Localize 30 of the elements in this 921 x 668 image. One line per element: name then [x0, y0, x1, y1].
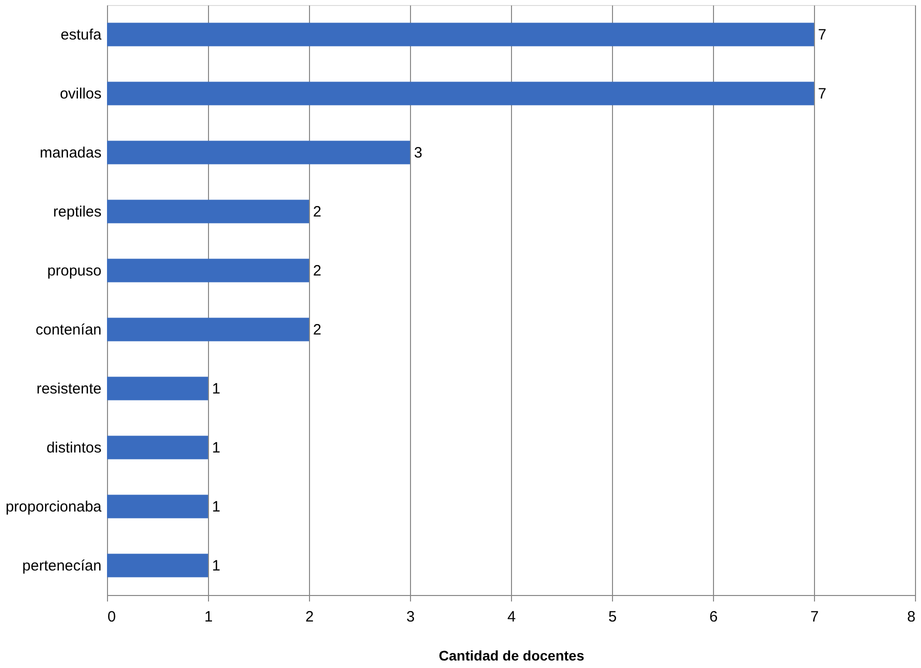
- y-tick-label: contenían: [36, 322, 102, 338]
- x-tick-label: 1: [204, 608, 213, 626]
- y-tick-label: pertenecían: [22, 558, 102, 574]
- data-label: 3: [414, 144, 422, 162]
- x-tick-label: 0: [108, 608, 116, 626]
- data-label: 1: [212, 498, 220, 516]
- y-tick-label: resistente: [36, 380, 102, 398]
- y-tick-label: manadas: [40, 144, 102, 162]
- data-label: 7: [818, 26, 826, 44]
- x-tick-label: 4: [507, 608, 516, 626]
- data-label: 1: [212, 440, 220, 456]
- x-tick-label: 6: [709, 608, 718, 626]
- data-label: 2: [313, 262, 322, 280]
- y-tick-label: estufa: [60, 26, 102, 44]
- x-tick-label: 5: [608, 608, 617, 626]
- y-tick-label: propuso: [47, 262, 102, 280]
- x-axis-title: Cantidad de docentes: [438, 648, 584, 664]
- x-tick-label: 2: [305, 608, 314, 626]
- y-tick-label: distintos: [46, 440, 102, 456]
- y-tick-label: proporcionaba: [6, 498, 102, 516]
- y-tick-label: reptiles: [53, 204, 102, 220]
- x-tick-label: 3: [406, 608, 415, 626]
- data-label: 1: [212, 380, 220, 398]
- data-label: 2: [313, 204, 322, 220]
- x-tick-label: 7: [810, 608, 819, 626]
- data-label: 7: [818, 86, 826, 102]
- y-tick-label: ovillos: [60, 86, 102, 102]
- x-tick-label: 8: [907, 608, 916, 626]
- data-label: 1: [212, 558, 220, 574]
- data-label: 2: [313, 322, 322, 338]
